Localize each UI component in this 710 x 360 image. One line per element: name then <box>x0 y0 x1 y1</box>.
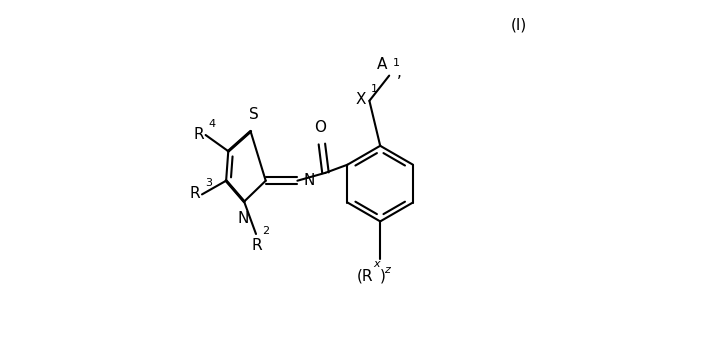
Text: z: z <box>384 265 390 275</box>
Text: N: N <box>238 211 249 226</box>
Text: O: O <box>314 120 326 135</box>
Text: X: X <box>355 91 366 107</box>
Text: R: R <box>193 127 204 142</box>
Text: 4: 4 <box>209 118 216 129</box>
Text: S: S <box>248 107 258 122</box>
Text: 3: 3 <box>205 178 212 188</box>
Text: 1: 1 <box>371 84 378 94</box>
Text: 1: 1 <box>393 58 400 68</box>
Text: R: R <box>251 238 262 253</box>
Text: ,: , <box>397 65 402 80</box>
Text: A: A <box>377 57 388 72</box>
Text: (R: (R <box>356 268 373 283</box>
Text: 2: 2 <box>263 226 270 236</box>
Text: (I): (I) <box>510 18 527 33</box>
Text: ): ) <box>379 268 386 283</box>
Text: x: x <box>373 259 381 269</box>
Text: R: R <box>190 186 200 201</box>
Text: N: N <box>303 173 315 188</box>
